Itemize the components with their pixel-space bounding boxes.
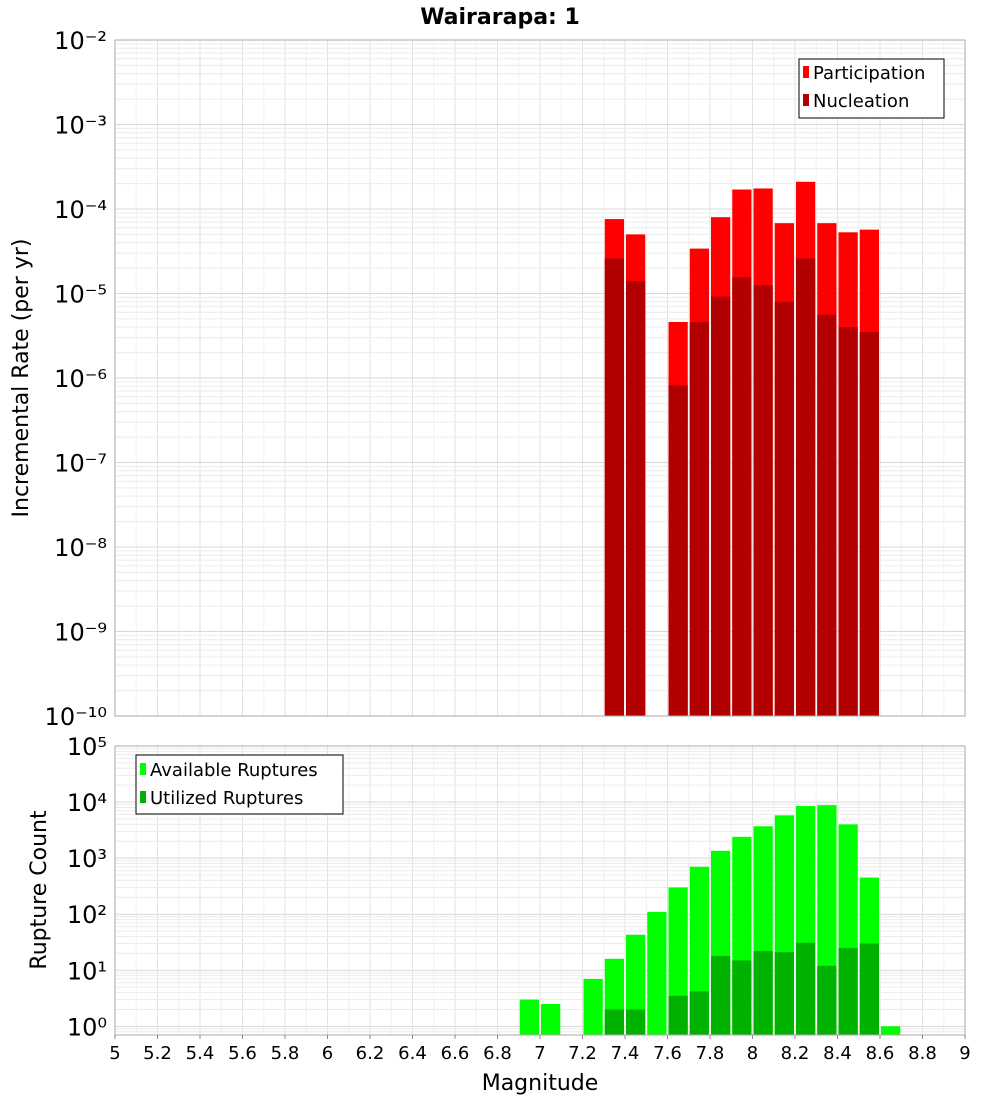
bottom-y-ticks: 10⁰ 10¹ 10² 10³ 10⁴ 10⁵	[67, 733, 107, 1041]
x-tick-label: 5.8	[271, 1043, 300, 1064]
top-legend: Participation Nucleation	[798, 58, 945, 119]
x-tick-label: 7.6	[653, 1043, 682, 1064]
top-y-tick-label: 10⁻⁵	[54, 281, 107, 309]
bottom-bar-series2	[711, 955, 731, 1035]
bottom-y-tick-label: 10⁴	[67, 789, 107, 817]
top-bar-series2	[774, 301, 794, 716]
top-bar-series2	[796, 258, 816, 716]
bottom-bar-series2	[668, 995, 688, 1035]
legend-swatch-available	[140, 763, 146, 775]
x-tick-label: 6.6	[441, 1043, 470, 1064]
top-bar-series2	[668, 385, 688, 716]
legend-label-nucleation: Nucleation	[813, 91, 909, 112]
chart-title: Wairarapa: 1	[420, 5, 580, 30]
bottom-legend-box	[135, 754, 344, 815]
top-y-ticks: 10⁻¹⁰ 10⁻⁹ 10⁻⁸ 10⁻⁷ 10⁻⁶ 10⁻⁵ 10⁻⁴ 10⁻³ 10⁻²	[45, 27, 107, 731]
top-y-tick-label: 10⁻⁷	[54, 450, 107, 478]
x-tick-label: 6.2	[356, 1043, 385, 1064]
bottom-bars	[519, 805, 901, 1035]
top-bar-series2	[859, 332, 879, 716]
legend-swatch-nucleation	[803, 94, 809, 106]
bottom-legend: Available Ruptures Utilized Ruptures	[135, 754, 344, 815]
bottom-y-tick-label: 10⁰	[67, 1013, 107, 1041]
top-bar-series2	[838, 327, 858, 716]
bottom-bar-series1	[583, 978, 603, 1035]
bottom-y-axis-label: Rupture Count	[27, 810, 52, 970]
bottom-bar-series2	[838, 947, 858, 1035]
top-bar-series2	[753, 285, 773, 716]
top-bar-series2	[711, 296, 731, 716]
legend-label-available: Available Ruptures	[150, 760, 318, 781]
x-tick-label: 6	[322, 1043, 333, 1064]
legend-label-utilized: Utilized Ruptures	[150, 788, 303, 809]
top-y-tick-label: 10⁻⁶	[54, 365, 107, 393]
top-bar-series2	[604, 258, 624, 716]
x-tick-label: 8.8	[908, 1043, 937, 1064]
bottom-x-ticks: 5 5.2 5.4 5.6 5.8 6 6.2 6.4 6.6 6.8 7 7.2 7.4 7.6 7.8 8…	[109, 1035, 971, 1064]
x-tick-label: 5.2	[143, 1043, 172, 1064]
bottom-bar-series1	[881, 1026, 901, 1035]
bottom-y-tick-label: 10⁵	[67, 733, 107, 761]
top-bar-series2	[626, 281, 646, 716]
top-y-tick-label: 10⁻²	[54, 27, 107, 55]
top-y-tick-label: 10⁻¹⁰	[45, 703, 107, 731]
bottom-y-tick-label: 10³	[67, 845, 107, 873]
top-y-tick-label: 10⁻⁸	[54, 534, 107, 562]
top-y-tick-label: 10⁻³	[54, 112, 107, 140]
x-axis-label: Magnitude	[482, 1071, 599, 1096]
top-y-tick-label: 10⁻⁹	[54, 619, 107, 647]
legend-label-participation: Participation	[813, 63, 925, 84]
legend-swatch-utilized	[140, 791, 146, 803]
bottom-bar-series2	[732, 960, 752, 1035]
bottom-bar-series1	[519, 999, 539, 1035]
top-panel: 10⁻¹⁰ 10⁻⁹ 10⁻⁸ 10⁻⁷ 10⁻⁶ 10⁻⁵ 10⁻⁴ 10⁻³ 10⁻² In…	[9, 27, 966, 731]
bottom-bar-series2	[689, 991, 709, 1035]
bottom-y-tick-label: 10²	[67, 901, 107, 929]
x-tick-label: 5	[109, 1043, 120, 1064]
bottom-bar-series2	[626, 1009, 646, 1035]
x-tick-label: 6.8	[483, 1043, 512, 1064]
x-tick-label: 6.4	[398, 1043, 427, 1064]
bottom-panel: 10⁰ 10¹ 10² 10³ 10⁴ 10⁵ 5 5.2 5.4 5.6 5.8 6 6.2 6.4 6…	[27, 733, 971, 1096]
bottom-bar-series2	[604, 1009, 624, 1035]
x-tick-label: 7	[534, 1043, 545, 1064]
x-tick-label: 8	[747, 1043, 758, 1064]
bottom-bar-series1	[647, 911, 667, 1035]
bottom-bar-series2	[859, 943, 879, 1035]
x-tick-label: 7.8	[696, 1043, 725, 1064]
x-tick-label: 5.4	[186, 1043, 215, 1064]
top-bar-series2	[732, 277, 752, 716]
x-tick-label: 8.6	[866, 1043, 895, 1064]
bottom-y-tick-label: 10¹	[67, 957, 107, 985]
x-tick-label: 8.2	[781, 1043, 810, 1064]
bottom-bar-series2	[817, 965, 837, 1035]
top-bars	[604, 181, 879, 717]
x-tick-label: 8.4	[823, 1043, 852, 1064]
bottom-bar-series2	[753, 951, 773, 1035]
top-plot-border	[114, 39, 966, 717]
top-legend-box	[798, 58, 945, 119]
legend-swatch-participation	[803, 66, 809, 78]
top-bar-series2	[817, 314, 837, 716]
top-y-tick-label: 10⁻⁴	[54, 196, 107, 224]
x-tick-label: 9	[959, 1043, 970, 1064]
bottom-bar-series1	[541, 1004, 561, 1035]
x-tick-label: 5.6	[228, 1043, 257, 1064]
top-bar-series2	[689, 321, 709, 716]
bottom-bar-series2	[796, 942, 816, 1035]
top-grid	[114, 39, 966, 717]
bottom-bar-series2	[774, 952, 794, 1035]
x-tick-label: 7.4	[611, 1043, 640, 1064]
x-tick-label: 7.2	[568, 1043, 597, 1064]
top-y-axis-label: Incremental Rate (per yr)	[9, 239, 34, 518]
